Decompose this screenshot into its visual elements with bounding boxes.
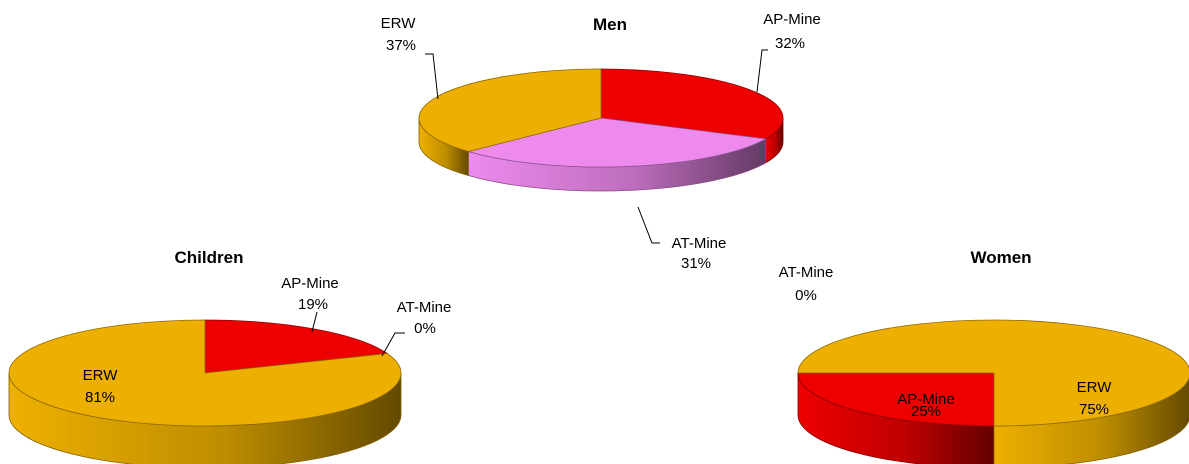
pie-women-at-name: AT-Mine	[779, 264, 834, 281]
pie-children-erw-slice	[8, 319, 402, 427]
pie-children-at-leader	[381, 332, 405, 357]
pie-children-title: Children	[175, 248, 244, 267]
pie-women-ap-percent: 25%	[911, 403, 941, 420]
pie-men-ap-name: AP-Mine	[763, 11, 821, 28]
pie-men-title: Men	[593, 15, 627, 34]
pie-men-erw-name: ERW	[381, 15, 417, 32]
pie-men-at-name: AT-Mine	[672, 235, 727, 252]
pie-women-ap-mine-slice	[797, 372, 995, 427]
pie-men-erw-leader	[425, 53, 439, 100]
pie-women-at-percent: 0%	[795, 287, 817, 304]
pie-men-at-mine-slice	[466, 117, 767, 168]
pie-men-erw-slice	[418, 68, 602, 152]
pie-men-at-percent: 31%	[681, 255, 711, 272]
pie-children-ap-mine-slice	[204, 319, 389, 374]
pie-children-erw-name: ERW	[83, 367, 119, 384]
pie-men-at-leader	[637, 206, 660, 244]
pie-men-ap-percent: 32%	[775, 35, 805, 52]
pie-women-ap-name: AP-Mine	[897, 391, 955, 408]
pie-men-ap-mine-slice	[600, 68, 784, 140]
pie-women: Women AT-Mine 0% ERW 75% AP-Mine 25%	[779, 248, 1189, 464]
pie-children-ap-percent: 19%	[298, 296, 328, 313]
pie-children-at-percent: 0%	[414, 320, 436, 337]
pie-children: Children AP-Mine 19% AT-Mine 0% ERW 81%	[8, 248, 452, 464]
pie-children-ap-name: AP-Mine	[281, 275, 339, 292]
pie-women-erw-name: ERW	[1077, 379, 1113, 396]
pie-women-erw-percent: 75%	[1079, 401, 1109, 418]
pie-children-ap-leader	[311, 311, 318, 333]
pie-women-erw-slice	[797, 319, 1189, 427]
pie-women-title: Women	[970, 248, 1031, 267]
pie-men: Men ERW 37% AP-Mine 32% AT-Mine 31%	[381, 11, 821, 272]
pie-children-at-name: AT-Mine	[397, 299, 452, 316]
pie-men-ap-leader	[756, 49, 768, 93]
pie-men-erw-percent: 37%	[386, 37, 416, 54]
pie-children-erw-percent: 81%	[85, 389, 115, 406]
